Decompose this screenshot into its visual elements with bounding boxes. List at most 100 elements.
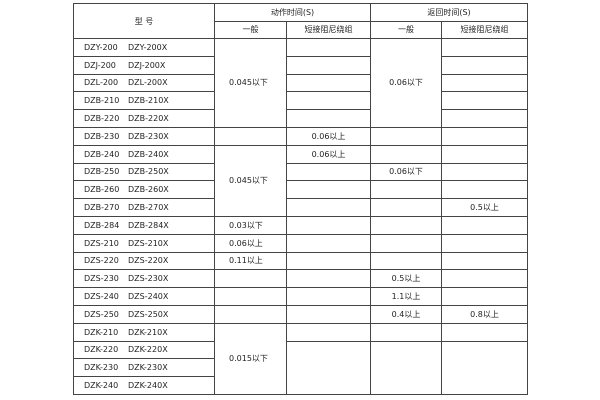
model-name-x: DZS-210X <box>128 238 169 248</box>
table-row: DZS-220 DZS-220X 0.11以上 <box>73 251 529 271</box>
model-name: DZK-220 <box>84 345 119 355</box>
model-cell: DZK-210 DZK-210X <box>73 322 215 342</box>
action-general-cell <box>214 269 287 289</box>
model-cell: DZK-220 DZK-220X <box>73 340 215 360</box>
action-shorting-cell <box>285 91 372 111</box>
action-general-cell <box>214 126 287 146</box>
model-cell: DZL-200 DZL-200X <box>73 73 215 93</box>
action-shorting-cell <box>285 55 372 75</box>
model-name-x: DZJ-200X <box>128 60 166 70</box>
table-row: DZB-250 DZB-250X 0.06以下 <box>73 162 529 182</box>
return-general-cell <box>370 215 443 235</box>
model-name-x: DZS-250X <box>128 309 169 319</box>
model-name: DZK-210 <box>84 327 119 337</box>
model-name: DZJ-200 <box>84 60 116 70</box>
model-name-x: DZK-230X <box>128 363 168 373</box>
return-shorting-cell <box>441 340 529 395</box>
table-row: DZS-210 DZS-210X 0.06以上 <box>73 233 529 253</box>
model-name: DZS-230 <box>84 274 119 284</box>
model-name-x: DZS-220X <box>128 256 169 266</box>
return-shorting-cell <box>441 322 529 342</box>
header-action-time: 动作时间(S) <box>213 3 372 22</box>
return-shorting-cell <box>441 38 529 57</box>
table-row: DZS-250 DZS-250X 0.4以上 0.8以上 <box>73 304 529 324</box>
model-name-x: DZB-220X <box>128 114 169 124</box>
return-shorting-cell <box>441 73 529 93</box>
action-shorting-cell: 0.06以上 <box>285 126 372 146</box>
model-name-x: DZY-200X <box>128 42 168 52</box>
table-row: DZY-200 DZY-200X 0.045以下 0.06以下 <box>73 38 529 128</box>
model-name: DZB-230 <box>84 131 120 141</box>
return-shorting-cell <box>441 126 529 146</box>
table-row: DZS-240 DZS-240X 1.1以上 <box>73 287 529 306</box>
action-shorting-cell <box>285 215 372 235</box>
action-shorting-cell <box>285 109 372 128</box>
action-general-cell: 0.06以上 <box>214 233 287 253</box>
model-name: DZS-210 <box>84 238 119 248</box>
return-shorting-cell <box>441 269 529 289</box>
return-general-cell: 0.4以上 <box>370 304 443 324</box>
table-row: DZK-210 DZK-210X 0.015以下 <box>73 322 529 395</box>
action-general-cell <box>214 304 287 324</box>
model-cell: DZK-240 DZK-240X <box>73 376 215 395</box>
model-name: DZB-220 <box>84 114 120 124</box>
table-row: DZK-240 DZK-240X <box>73 376 528 395</box>
model-cell: DZB-220 DZB-220X <box>73 109 215 128</box>
model-cell: DZB-210 DZB-210X <box>73 91 215 111</box>
model-name: DZB-260 <box>84 185 120 195</box>
action-shorting-cell <box>285 269 372 289</box>
table-row: DZB-240 DZB-240X 0.045以下 0.06以上 <box>73 144 529 217</box>
action-general-cell <box>214 287 287 306</box>
subheader-row: 一般 短接阻尼绕组 一般 短接阻尼绕组 <box>74 20 529 39</box>
return-shorting-cell <box>441 162 529 182</box>
return-shorting-cell <box>441 287 529 306</box>
model-name-x: DZB-240X <box>128 149 169 159</box>
action-general-cell: 0.03以下 <box>214 215 287 235</box>
return-general-cell: 1.1以上 <box>370 287 443 306</box>
model-name: DZB-240 <box>84 149 120 159</box>
return-shorting-cell: 0.5以上 <box>441 198 529 217</box>
model-cell: DZB-250 DZB-250X <box>73 162 215 182</box>
model-name: DZY-200 <box>84 42 118 52</box>
return-shorting-cell <box>441 215 529 235</box>
model-name: DZS-250 <box>84 309 119 319</box>
model-cell: DZS-250 DZS-250X <box>73 304 215 324</box>
header-action-general: 一般 <box>214 20 287 39</box>
model-name-x: DZK-240X <box>128 381 168 391</box>
action-shorting-cell <box>285 340 372 395</box>
model-cell: DZB-260 DZB-260X <box>73 180 215 200</box>
action-shorting-cell <box>285 304 372 324</box>
model-name: DZB-284 <box>84 220 120 230</box>
header-action-shorting: 短接阻尼绕组 <box>285 20 372 39</box>
return-general-cell <box>370 198 443 217</box>
model-cell: DZS-240 DZS-240X <box>73 287 215 306</box>
model-cell: DZJ-200 DZJ-200X <box>73 55 215 75</box>
return-shorting-cell <box>441 233 529 253</box>
model-name: DZB-250 <box>84 167 120 177</box>
table-row: DZB-270 DZB-270X 0.5以上 <box>73 198 529 217</box>
model-name-x: DZL-200X <box>128 78 168 88</box>
table-row: DZL-200 DZL-200X <box>73 73 529 93</box>
model-name: DZS-240 <box>84 292 119 302</box>
action-shorting-cell <box>285 233 372 253</box>
relay-timing-table: 型 号 动作时间(S) 返回时间(S) 一般 短接阻尼绕组 一般 短接阻尼绕组 … <box>73 3 529 395</box>
model-name-x: DZB-210X <box>128 96 169 106</box>
table-row: DZB-210 DZB-210X <box>73 91 529 111</box>
action-general-cell: 0.11以上 <box>214 251 287 271</box>
return-general-cell <box>370 144 443 164</box>
action-shorting-cell <box>285 180 372 200</box>
action-shorting-cell <box>285 162 372 182</box>
action-shorting-cell <box>285 287 372 306</box>
action-shorting-cell <box>285 38 372 57</box>
model-cell: DZS-220 DZS-220X <box>73 251 215 271</box>
return-general-cell: 0.06以下 <box>370 38 443 128</box>
action-general-cell: 0.045以下 <box>214 38 287 128</box>
table-row: DZS-230 DZS-230X 0.5以上 <box>73 269 529 289</box>
model-name: DZK-240 <box>84 381 119 391</box>
table-row: DZB-260 DZB-260X <box>73 180 529 200</box>
return-shorting-cell <box>441 251 529 271</box>
model-cell: DZK-230 DZK-230X <box>73 358 215 378</box>
model-name-x: DZB-250X <box>128 167 169 177</box>
model-cell: DZS-210 DZS-210X <box>73 233 215 253</box>
model-name-x: DZB-260X <box>128 185 169 195</box>
